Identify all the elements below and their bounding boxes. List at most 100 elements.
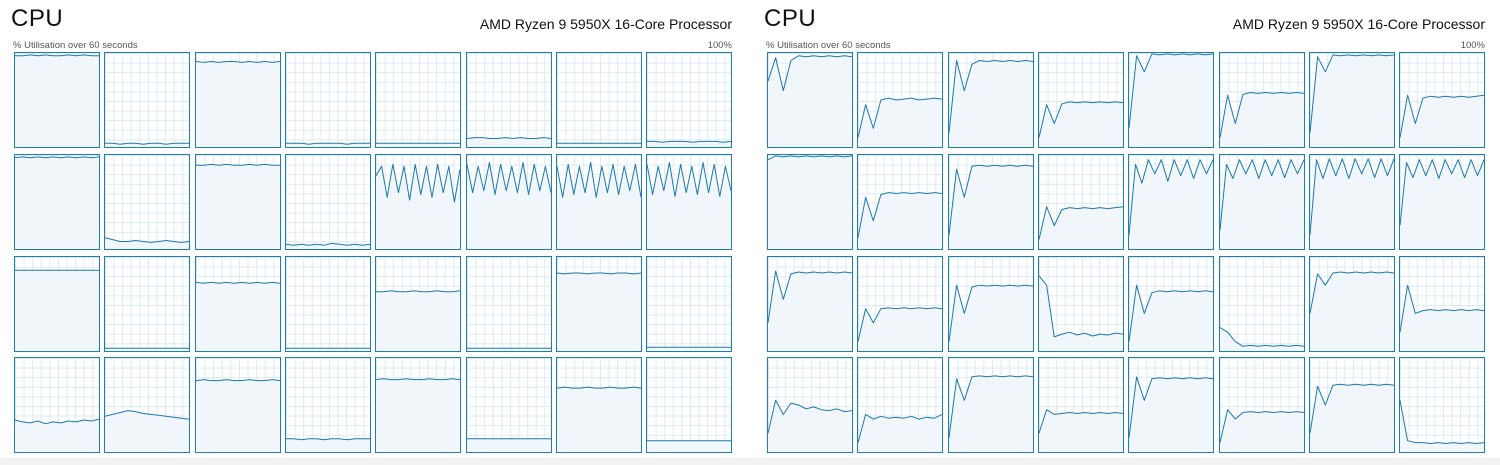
usage-area [1309, 158, 1394, 249]
usage-area [376, 143, 461, 147]
core-usage-graph [14, 357, 100, 454]
core-usage-graph [646, 52, 733, 148]
usage-area [858, 414, 943, 453]
usage-area [195, 164, 280, 249]
core-usage-plot [858, 97, 943, 147]
usage-line [1400, 400, 1485, 445]
usage-line [858, 97, 943, 138]
core-usage-graph [284, 153, 371, 250]
core-usage-plot [556, 386, 641, 453]
usage-area [1219, 159, 1304, 249]
usage-line [285, 438, 370, 441]
core-usage-graph [284, 357, 371, 454]
usage-area [376, 290, 461, 351]
core-usage-plot [647, 346, 732, 351]
core-usage-plot [948, 164, 1033, 249]
core-usage-plot [1400, 94, 1485, 147]
core-usage-graph [767, 153, 853, 250]
core-usage-graph [194, 153, 281, 250]
usage-line [768, 55, 852, 92]
usage-area [105, 237, 190, 249]
usage-area [285, 243, 370, 249]
usage-line [1129, 376, 1214, 439]
usage-line [556, 272, 641, 274]
core-usage-graph [1128, 153, 1215, 250]
usage-line [195, 379, 280, 382]
core-usage-plot [105, 142, 190, 147]
usage-area [15, 419, 99, 453]
usage-area [1219, 92, 1304, 147]
core-usage-graph [646, 357, 733, 454]
core-usage-plot [376, 378, 461, 453]
usage-line [948, 164, 1033, 235]
core-usage-graph [947, 255, 1034, 352]
usage-area [285, 439, 370, 453]
usage-area [647, 162, 732, 249]
core-usage-plot [1400, 400, 1485, 453]
core-usage-graph [14, 153, 100, 250]
cpu-title: CPU [764, 5, 817, 32]
usage-area [15, 156, 99, 249]
core-usage-plot [105, 347, 190, 351]
usage-area [1219, 410, 1304, 453]
usage-area [556, 387, 641, 453]
core-usage-plot [768, 270, 852, 351]
core-usage-graph [857, 357, 944, 454]
core-usage-plot [858, 191, 943, 249]
core-usage-graph [1128, 52, 1215, 148]
usage-area [556, 143, 641, 147]
core-usage-plot [376, 289, 461, 351]
usage-line [195, 61, 280, 63]
core-usage-graph [1308, 52, 1395, 148]
core-usage-graph [1308, 255, 1395, 352]
core-usage-plot [285, 438, 370, 453]
core-usage-graph [465, 52, 552, 148]
core-usage-graph [465, 153, 552, 250]
core-usage-plot [647, 140, 732, 147]
usage-line [948, 375, 1033, 439]
core-usage-plot [1038, 101, 1123, 147]
usage-line [1038, 101, 1123, 138]
usage-line [647, 140, 732, 143]
usage-area [1400, 159, 1485, 249]
usage-line [285, 142, 370, 145]
usage-line [1400, 94, 1485, 138]
core-usage-plot [1309, 54, 1394, 147]
core-usage-graph [1399, 357, 1486, 454]
core-usage-graph [1308, 153, 1395, 250]
usage-line [1038, 205, 1123, 240]
usage-area [195, 61, 280, 147]
usage-line [1129, 53, 1214, 129]
core-usage-plot [768, 155, 852, 249]
usage-line [1038, 275, 1123, 337]
usage-area [948, 60, 1033, 147]
core-usage-graph [857, 153, 944, 250]
usage-area [195, 281, 280, 351]
usage-line [647, 161, 732, 197]
core-usage-plot [15, 54, 99, 147]
core-usage-graph [857, 52, 944, 148]
max-percent-label: 100% [1460, 40, 1485, 51]
core-usage-plot [466, 161, 551, 249]
core-usage-plot [858, 306, 943, 351]
usage-area [1038, 101, 1123, 147]
core-usage-graph [1037, 357, 1124, 454]
usage-area [285, 347, 370, 351]
usage-area [858, 307, 943, 351]
usage-area [768, 270, 852, 351]
core-usage-plot [105, 237, 190, 249]
core-usage-plot [858, 414, 943, 453]
utilisation-label: % Utilisation over 60 seconds [766, 40, 891, 51]
core-usage-graph [555, 255, 642, 352]
core-usage-graph [947, 153, 1034, 250]
usage-area [647, 441, 732, 453]
window-bottom-edge [0, 458, 1500, 465]
usage-area [1400, 400, 1485, 453]
core-usage-plot [1129, 376, 1214, 453]
core-usage-plot [195, 281, 280, 351]
usage-line [1309, 54, 1394, 133]
core-usage-plot [556, 272, 641, 351]
usage-line [15, 419, 99, 425]
usage-line [1219, 92, 1304, 138]
core-usage-plot [556, 142, 641, 147]
